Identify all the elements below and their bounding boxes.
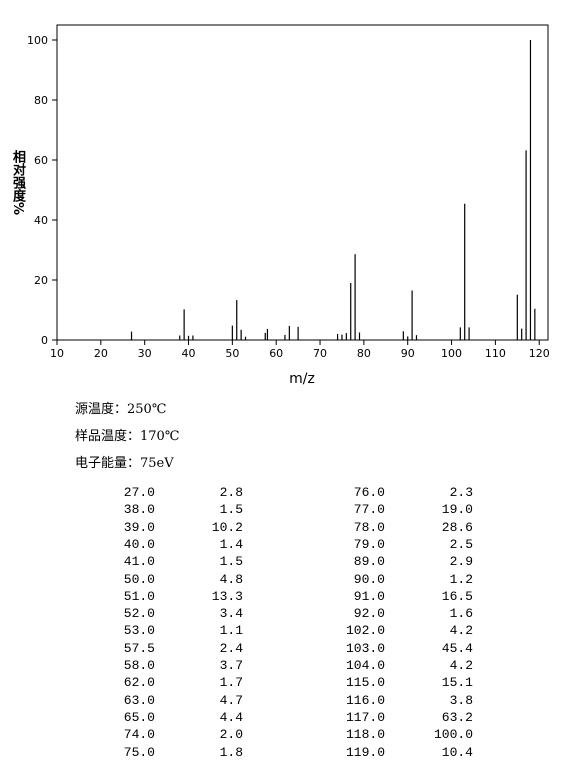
x-tick-label: 100 [441,347,462,360]
table-cell: 1.8 [219,744,243,760]
table-cell: 77.0 [353,502,385,518]
table-cell: 4.7 [219,692,243,708]
table-cell: 4.2 [449,658,473,673]
table-cell: 3.7 [219,658,243,673]
x-tick-label: 110 [485,347,506,360]
table-cell: 62.0 [123,675,155,691]
y-tick-label: 40 [34,214,48,227]
table-cell: 3.8 [449,692,473,708]
table-cell: 2.8 [219,485,243,500]
table-cell: 116.0 [345,692,385,708]
table-cell: 2.4 [219,640,243,656]
x-axis-label: m/z [289,371,315,387]
x-tick-label: 30 [138,347,152,360]
table-cell: 76.0 [353,485,385,500]
table-cell: 91.0 [353,588,385,604]
y-tick-label: 20 [34,274,48,287]
info-line: 样品温度：170℃ [75,429,180,444]
table-cell: 100.0 [433,727,473,743]
table-cell: 4.2 [449,623,473,639]
table-cell: 51.0 [123,588,155,604]
table-cell: 1.4 [219,536,243,552]
table-cell: 65.0 [123,709,155,725]
table-cell: 52.0 [123,606,155,622]
table-cell: 118.0 [345,727,385,743]
table-cell: 2.0 [219,727,243,743]
table-cell: 16.5 [441,588,473,604]
table-cell: 4.8 [219,571,243,587]
table-cell: 89.0 [353,554,385,570]
table-cell: 119.0 [345,744,385,760]
y-tick-label: 60 [34,154,48,167]
table-cell: 78.0 [353,519,385,535]
table-cell: 63.2 [441,709,473,725]
table-cell: 3.4 [219,606,243,622]
info-line: 电子能量：75eV [75,456,174,471]
table-cell: 92.0 [353,606,385,622]
table-cell: 74.0 [123,727,155,743]
table-cell: 1.6 [449,606,473,622]
y-axis-label: 相对强度% [10,150,25,216]
table-cell: 75.0 [123,744,155,760]
table-cell: 28.6 [441,519,473,535]
x-tick-label: 40 [182,347,196,360]
x-tick-label: 90 [401,347,415,360]
table-cell: 19.0 [441,502,473,518]
table-cell: 115.0 [345,675,385,691]
table-cell: 4.4 [219,709,243,725]
table-cell: 53.0 [123,623,155,639]
table-cell: 102.0 [345,623,385,639]
table-cell: 79.0 [353,536,385,552]
x-tick-label: 20 [94,347,108,360]
table-cell: 103.0 [345,640,385,656]
table-cell: 1.5 [219,554,243,570]
table-cell: 15.1 [441,675,473,691]
table-cell: 1.1 [219,623,243,639]
table-cell: 57.5 [123,640,155,656]
plot-frame [56,24,549,341]
table-cell: 90.0 [353,571,385,587]
table-cell: 1.2 [449,571,473,587]
table-cell: 1.5 [219,502,243,518]
table-cell: 10.2 [211,519,243,535]
x-tick-label: 60 [269,347,283,360]
table-cell: 117.0 [345,709,385,725]
table-cell: 27.0 [123,485,155,500]
table-cell: 1.7 [219,675,243,691]
table-cell: 104.0 [345,658,385,673]
table-cell: 63.0 [123,692,155,708]
table-cell: 2.3 [449,485,473,500]
x-tick-label: 70 [313,347,327,360]
chart: m/z 0 20 40 60 80 100 10 20 30 40 50 60 70 80 90 100 110… [27,24,550,387]
y-tick-label: 0 [41,334,48,347]
y-tick-label: 100 [27,34,48,47]
x-tick-label: 10 [50,347,64,360]
x-tick-label: 120 [529,347,550,360]
info-line: 源温度：250℃ [75,402,167,417]
table-cell: 2.9 [449,554,473,570]
table-cell: 39.0 [123,519,155,535]
x-tick-label: 50 [225,347,239,360]
table-cell: 13.3 [211,588,243,604]
table-cell: 50.0 [123,571,155,587]
table-cell: 10.4 [441,744,473,760]
table-cell: 45.4 [441,640,473,656]
x-tick-label: 80 [357,347,371,360]
table-cell: 38.0 [123,502,155,518]
table-cell: 41.0 [123,554,155,570]
y-tick-label: 80 [34,94,48,107]
table-cell: 40.0 [123,536,155,552]
table-cell: 58.0 [123,658,155,673]
table-cell: 2.5 [449,536,473,552]
